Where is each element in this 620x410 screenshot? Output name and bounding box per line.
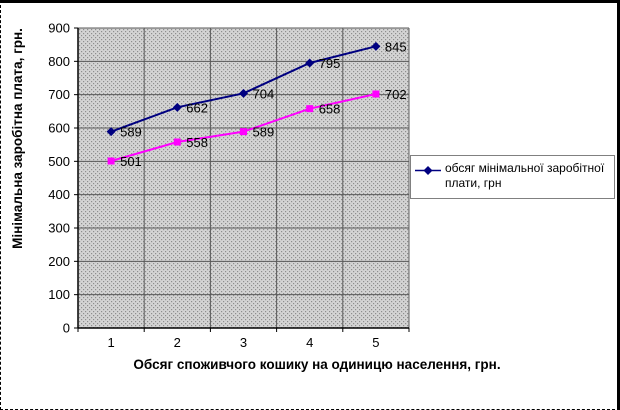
legend-series-label: обсяг мінімальної заробітної плати, грн xyxy=(445,161,605,190)
y-tick-label: 500 xyxy=(48,154,70,169)
x-tick-label: 1 xyxy=(107,335,114,350)
data-point-marker xyxy=(173,138,181,146)
x-axis-ticks: 1 2 3 4 5 xyxy=(77,328,410,350)
plot-area xyxy=(78,28,409,328)
y-axis-ticks: 0 100 200 300 400 500 600 700 800 900 xyxy=(48,21,78,336)
y-tick-label: 400 xyxy=(48,187,70,202)
x-tick-label: 3 xyxy=(240,335,247,350)
y-tick-label: 200 xyxy=(48,254,70,269)
data-label: 845 xyxy=(385,39,407,54)
legend-line-marker-icon xyxy=(415,166,441,175)
series-1: 501 558 589 658 702 xyxy=(107,87,407,169)
y-tick-label: 300 xyxy=(48,221,70,236)
data-label: 702 xyxy=(385,87,407,102)
data-point-marker xyxy=(239,88,248,98)
legend: обсяг мінімальної заробітної плати, грн xyxy=(410,155,615,199)
x-axis-title: Обсяг споживчого кошику на одиницю насел… xyxy=(133,357,501,372)
x-tick-label: 5 xyxy=(372,335,379,350)
data-label: 704 xyxy=(253,86,275,101)
y-tick-label: 600 xyxy=(48,121,70,136)
y-tick-label: 700 xyxy=(48,87,70,102)
data-label: 589 xyxy=(120,125,142,140)
data-point-marker xyxy=(305,58,315,68)
y-tick-label: 800 xyxy=(48,54,70,69)
x-tick-label: 4 xyxy=(306,335,313,350)
y-tick-label: 0 xyxy=(63,321,70,336)
data-label: 558 xyxy=(186,135,208,150)
data-point-marker xyxy=(371,41,381,51)
data-point-marker xyxy=(306,105,314,113)
data-label: 658 xyxy=(319,102,341,117)
x-tick-label: 2 xyxy=(174,335,181,350)
data-point-marker xyxy=(106,127,116,137)
data-label: 589 xyxy=(253,125,275,140)
data-point-marker xyxy=(240,128,247,136)
data-label: 662 xyxy=(186,100,208,115)
data-label: 501 xyxy=(120,154,142,169)
line-chart-plot: 0 100 200 300 400 500 600 700 800 900 1 2 3 4 5 589 662 7… xyxy=(48,21,410,350)
axes xyxy=(77,28,409,329)
y-tick-label: 900 xyxy=(48,21,70,36)
data-point-marker xyxy=(107,157,115,165)
data-label: 795 xyxy=(319,56,341,71)
series-0: 589 662 704 795 845 xyxy=(106,39,407,140)
data-point-marker xyxy=(172,102,182,112)
data-point-marker xyxy=(372,90,380,98)
y-tick-label: 100 xyxy=(48,287,70,302)
y-axis-title: Мінімальна заробітна плата, грн. xyxy=(3,27,31,249)
y-axis-title-text: Мінімальна заробітна плата, грн. xyxy=(9,27,25,249)
